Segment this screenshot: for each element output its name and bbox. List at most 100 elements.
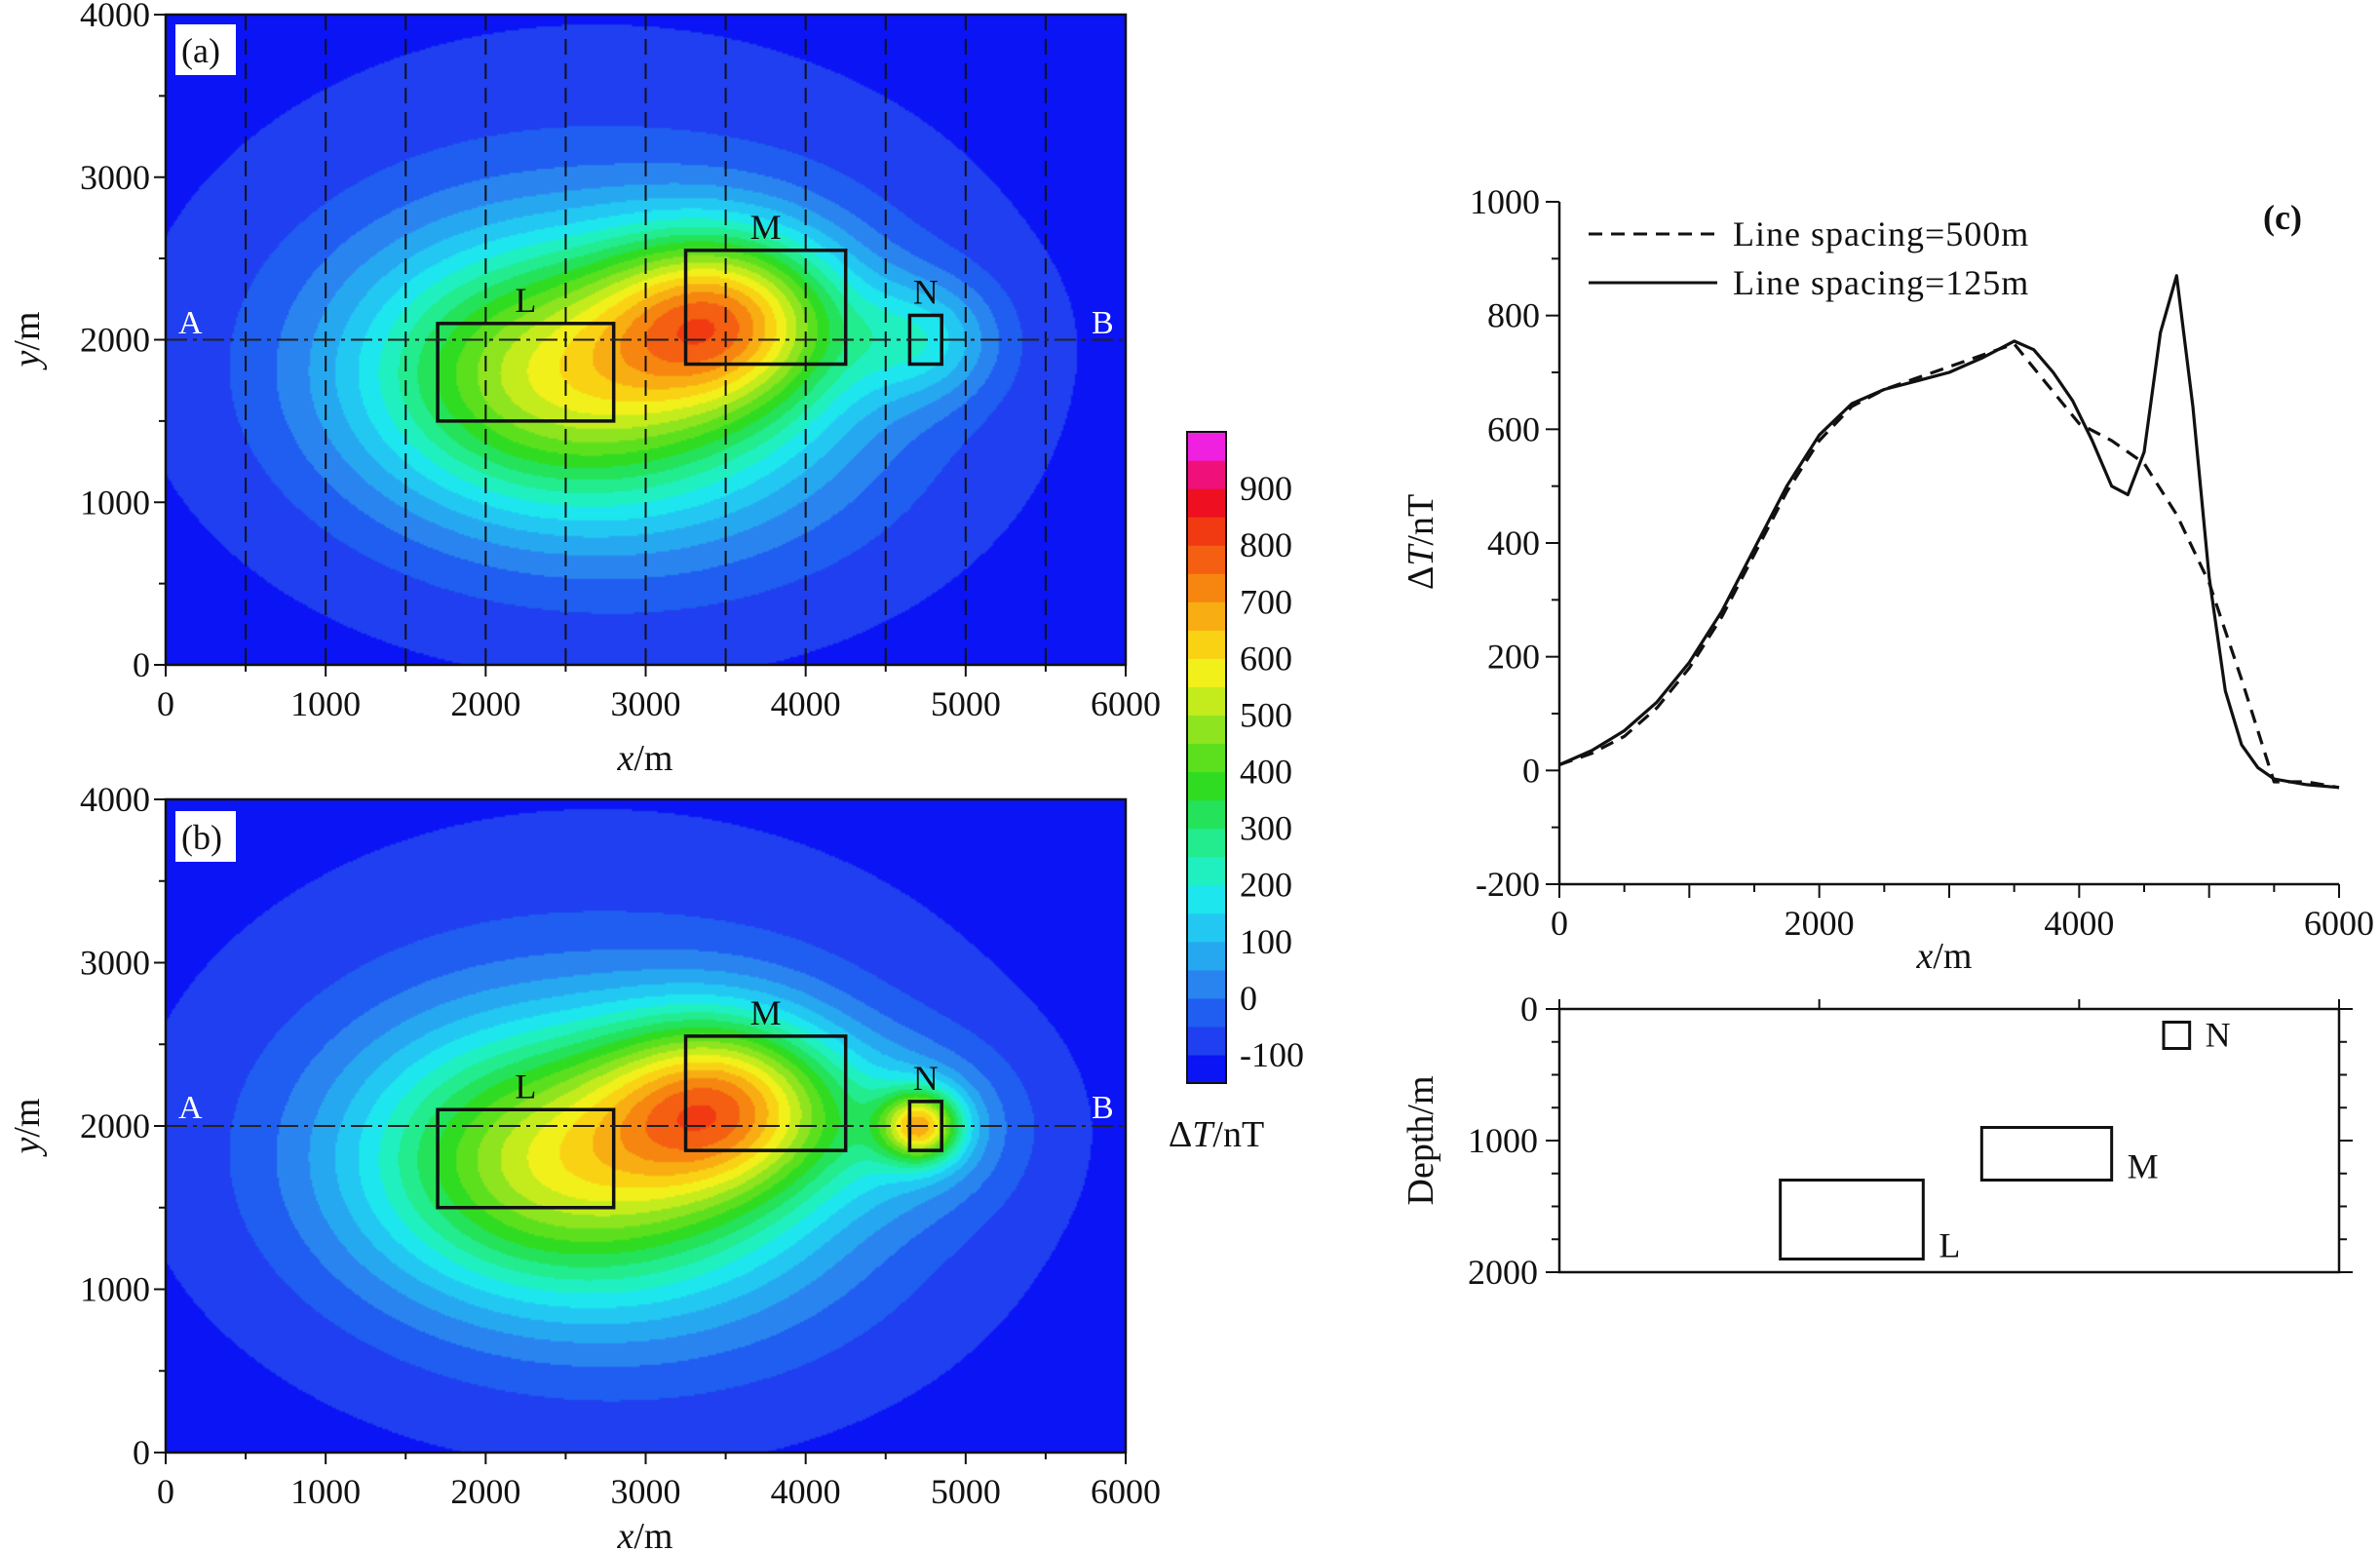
panel-b-ylabel: y/m [7,1099,48,1158]
colorbar-swatch [1187,658,1226,687]
depth-section-ylabel: Depth/m [1401,1076,1441,1206]
depth-body-label: M [2128,1147,2159,1186]
colorbar-swatches [1187,432,1226,1084]
panel-a-ytick-label: 2000 [80,321,150,360]
panel-a-xlabel: x/m [617,738,673,779]
colorbar-swatch [1187,573,1226,602]
colorbar-label: 700 [1240,582,1292,621]
panel-b-ytick-label: 2000 [80,1106,150,1145]
panel-c-series [1558,274,2340,790]
panel-a-xtick-label: 4000 [771,684,841,723]
panel-b-xtick-label: 1000 [290,1472,361,1511]
panel-c-label: (c) [2263,198,2302,237]
panel-a-ytick-label: 0 [133,645,150,684]
depth-body-N [2162,1021,2192,1050]
panel-b-body-M [683,1034,848,1152]
panel-a-ytick-label: 4000 [80,0,150,34]
panel-a-body-label: M [750,208,782,247]
panel-a-xtick-label: 1000 [290,684,361,723]
panel-b-body-label: M [750,993,782,1032]
depth-section: 0 1000 2000 N M L Depth/m [1401,989,2353,1292]
colorbar-label: -100 [1240,1035,1304,1074]
panel-a-xtick-label: 2000 [450,684,520,723]
colorbar-swatch [1187,941,1226,971]
panel-b-profile-end: B [1092,1090,1114,1126]
depth-body-label: L [1939,1226,1960,1265]
colorbar-swatch [1187,969,1226,999]
panel-a: L M N A B (a) 0 1000 2000 3000 4000 5000 6000 0 10… [7,0,1161,779]
colorbar-swatch [1187,771,1226,801]
panel-a-label-box [175,24,236,75]
panel-b-body-label: L [515,1066,536,1105]
panel-c-axes: -200 0 200 400 600 800 1000 0 2000 4000 6000 [1470,182,2374,943]
panel-b-axes: 0 1000 2000 3000 4000 5000 6000 0 1000 2000 3000 40… [80,780,1161,1511]
panel-c-ytick-label: -200 [1476,865,1540,904]
panel-b-label: (b) [181,818,222,857]
panel-c-ylabel: ΔT/nT [1401,494,1441,590]
colorbar-label: 900 [1240,469,1292,508]
colorbar-swatch [1187,997,1226,1028]
panel-b-xtick-label: 2000 [450,1472,520,1511]
panel-a-profile-start: A [178,305,203,341]
legend-series-1: Line spacing=500m [1733,214,2029,253]
colorbar-frame [1186,431,1227,1084]
legend-series-2: Line spacing=125m [1733,263,2029,302]
colorbar-swatch [1187,488,1226,518]
depth-body-label: N [2206,1016,2231,1055]
colorbar-swatch [1187,743,1226,773]
colorbar-swatch [1187,884,1226,914]
colorbar-label: 800 [1240,525,1292,564]
panel-a-xtick-label: 5000 [931,684,1001,723]
colorbar-swatch [1187,1026,1226,1056]
panel-a-body-label: N [913,272,939,311]
panel-c-ytick-label: 400 [1487,523,1540,562]
panel-b-ytick-label: 1000 [80,1270,150,1309]
panel-c-xtick-label: 4000 [2044,904,2114,943]
colorbar-label: 400 [1240,753,1292,792]
panel-c-ytick-label: 0 [1522,751,1540,790]
depth-section-bodies: N M L [1779,1016,2231,1265]
panel-b-body-label: N [913,1059,939,1098]
panel-a-bodies: L M N [436,208,943,423]
panel-c-xtick-label: 0 [1551,904,1568,943]
panel-c-ytick-label: 1000 [1470,182,1540,221]
colorbar-swatch [1187,828,1226,858]
colorbar-labels: -100 0 100 200 300 400 500 600 700 800 900 [1240,469,1304,1074]
panel-a-axes: 0 1000 2000 3000 4000 5000 6000 0 1000 2000 3000 40… [80,0,1161,723]
panel-b-ytick-label: 4000 [80,780,150,819]
panel-a-ylabel: y/m [7,312,48,371]
panel-c-xlabel: x/m [1916,936,1973,977]
colorbar-label: 500 [1240,695,1292,734]
depth-ytick-label: 2000 [1468,1253,1538,1292]
panel-b-xtick-label: 6000 [1091,1472,1161,1511]
panel-c-ytick-label: 800 [1487,296,1540,335]
colorbar-label: 0 [1240,979,1257,1018]
colorbar-swatch [1187,545,1226,574]
panel-c-ytick-label: 600 [1487,409,1540,448]
panel-b-xtick-label: 0 [157,1472,174,1511]
colorbar-label: 600 [1240,639,1292,678]
colorbar-swatch [1187,460,1226,489]
panel-a-xtick-label: 0 [157,684,174,723]
colorbar-swatch [1187,912,1226,943]
panel-c-ytick-label: 200 [1487,638,1540,677]
colorbar-swatch [1187,856,1226,886]
panel-c-xtick-label: 6000 [2304,904,2374,943]
panel-c-series-1 [1558,342,2340,790]
colorbar-label: 100 [1240,922,1292,961]
panel-b-ytick-label: 0 [133,1433,150,1472]
colorbar-label: 300 [1240,809,1292,848]
colorbar-swatch [1187,715,1226,745]
colorbar-swatch [1187,601,1226,631]
colorbar-swatch [1187,432,1226,461]
legend: Line spacing=500m Line spacing=125m [1589,214,2029,302]
panel-a-body-L [436,322,616,423]
colorbar-title: ΔT/nT [1169,1114,1264,1155]
panel-a-profile-end: B [1092,305,1114,341]
panel-a-body-M [683,249,848,367]
colorbar-swatch [1187,686,1226,717]
panel-a-ytick-label: 3000 [80,158,150,197]
depth-ytick-label: 0 [1520,989,1538,1028]
panel-b-body-L [436,1107,616,1210]
